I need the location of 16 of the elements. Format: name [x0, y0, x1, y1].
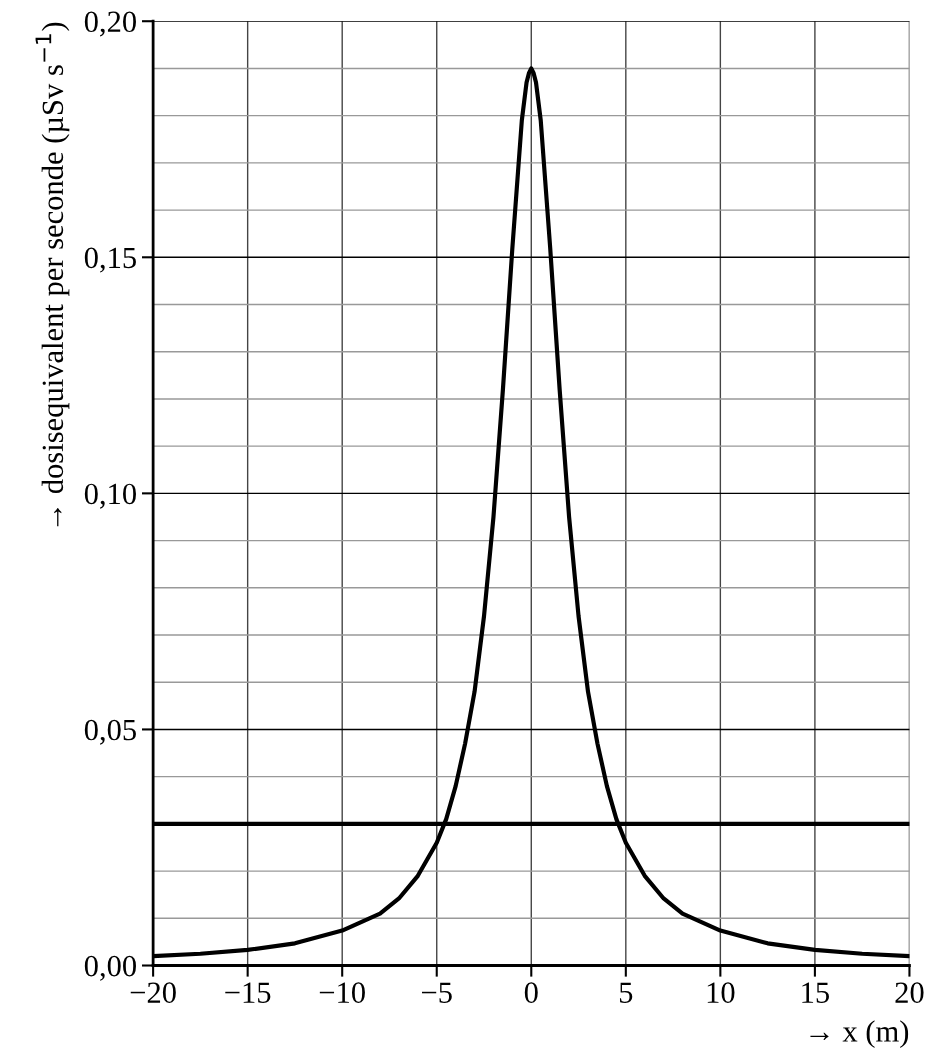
x-axis-title: → x (m) — [810, 1020, 909, 1049]
x-tick-label: 10 — [707, 982, 735, 1003]
x-tick-label: −10 — [319, 982, 365, 1003]
x-tick-label: −15 — [225, 982, 271, 1003]
y-tick-label: 0,20 — [84, 11, 136, 37]
x-tick-label: −5 — [422, 982, 452, 1003]
x-tick-label: 0 — [524, 982, 538, 1003]
x-tick-label: 15 — [802, 982, 829, 1003]
y-tick-label: 0,00 — [84, 955, 136, 981]
x-tick-label: −20 — [130, 982, 176, 1003]
y-tick-label: 0,15 — [84, 247, 136, 273]
y-tick-label: 0,10 — [84, 483, 136, 509]
y-tick-label: 0,05 — [84, 719, 136, 745]
y-axis-title: → dosisequivalent per seconde (µSv s$^{−1}$) — [35, 22, 70, 527]
x-tick-label: 20 — [895, 982, 924, 1003]
x-tick-label: 5 — [619, 982, 633, 1003]
